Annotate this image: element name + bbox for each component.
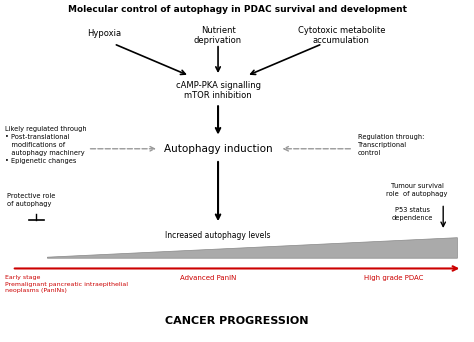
Text: cAMP-PKA signalling
mTOR inhibition: cAMP-PKA signalling mTOR inhibition [175,81,261,100]
Text: Cytotoxic metabolite
accumulation: Cytotoxic metabolite accumulation [298,26,385,45]
Text: Tumour survival
role  of autophagy: Tumour survival role of autophagy [386,183,448,197]
Text: Increased autophagy levels: Increased autophagy levels [165,232,271,240]
Text: Likely regulated through
• Post-translational
   modifications of
   autophagy m: Likely regulated through • Post-translat… [5,126,86,165]
Text: High grade PDAC: High grade PDAC [364,275,423,281]
Text: Hypoxia: Hypoxia [87,29,121,38]
Text: CANCER PROGRESSION: CANCER PROGRESSION [165,316,309,327]
Text: Advanced PanIN: Advanced PanIN [181,275,237,281]
Text: Regulation through:
Transcriptional
control: Regulation through: Transcriptional cont… [358,134,424,156]
Text: Protective role
of autophagy: Protective role of autophagy [7,193,55,207]
Text: Molecular control of autophagy in PDAC survival and development: Molecular control of autophagy in PDAC s… [67,5,407,14]
Text: Early stage
Premalignant pancreatic intraepithelial
neoplasms (PanINs): Early stage Premalignant pancreatic intr… [5,275,128,293]
Polygon shape [47,238,457,258]
Text: P53 status
dependence: P53 status dependence [392,207,433,221]
Text: Autophagy induction: Autophagy induction [164,144,273,154]
Text: Nutrient
deprivation: Nutrient deprivation [194,26,242,45]
